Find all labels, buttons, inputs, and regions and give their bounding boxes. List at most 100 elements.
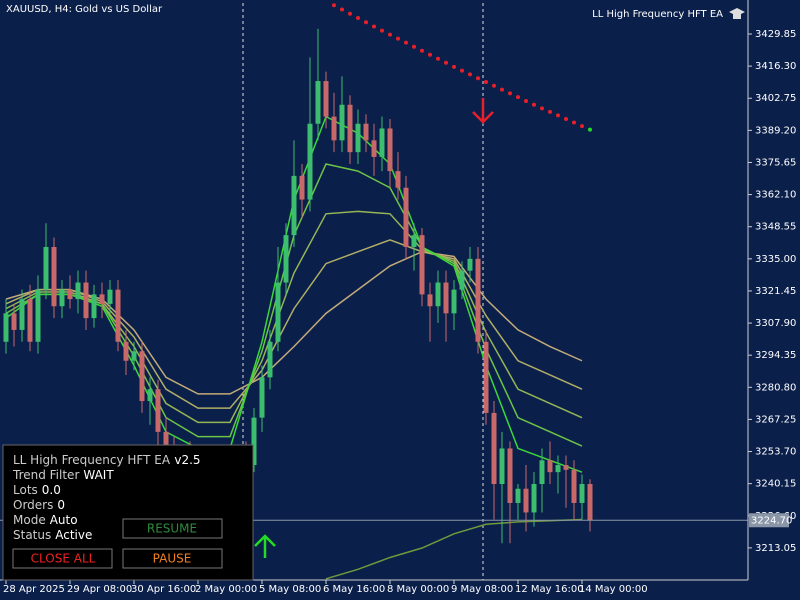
candle-body: [51, 246, 57, 307]
candle-body: [571, 469, 577, 503]
close-all-label[interactable]: CLOSE ALL: [31, 552, 96, 566]
candle-body: [355, 123, 361, 153]
y-tick-label: 3389.20: [755, 125, 796, 136]
candle-body: [267, 341, 273, 378]
y-tick-label: 3416.30: [755, 61, 796, 72]
ea-label: LL High Frequency HFT EA: [592, 9, 723, 20]
signal-dot: [492, 83, 496, 88]
candle-body: [379, 128, 385, 157]
candle-body: [523, 488, 529, 513]
candle-body: [443, 282, 449, 314]
y-tick-label: 3213.05: [755, 543, 796, 554]
panel-row-label: Mode: [13, 513, 46, 527]
candle-body: [467, 258, 473, 271]
candle-body: [451, 289, 457, 314]
panel-row-value: WAIT: [83, 468, 114, 482]
panel-row: Orders 0: [13, 498, 65, 512]
x-tick-label: 6 May 16:00: [323, 584, 385, 595]
candle-body: [59, 289, 65, 307]
candle-body: [107, 289, 113, 304]
candle-body: [531, 484, 537, 513]
signal-dot: [580, 124, 584, 129]
candle-body: [275, 282, 281, 342]
candle-body: [371, 140, 377, 157]
signal-dot: [396, 36, 400, 41]
panel-row: Status Active: [13, 528, 92, 542]
x-tick-label: 8 May 00:00: [387, 584, 449, 595]
candle-body: [251, 417, 257, 466]
candle-body: [283, 235, 289, 283]
candle-body: [347, 104, 353, 153]
signal-dot: [372, 24, 376, 29]
signal-dot: [356, 16, 360, 21]
y-tick-label: 3321.45: [755, 286, 796, 297]
candle-body: [19, 299, 25, 330]
y-tick-label: 3294.35: [755, 350, 796, 361]
candle-body: [363, 123, 369, 141]
ea-icon: [729, 8, 745, 19]
close-all-button[interactable]: [12, 548, 113, 569]
x-tick-label: 9 May 08:00: [451, 584, 513, 595]
signal-dot: [500, 87, 504, 92]
candle-body: [427, 294, 433, 307]
y-tick-label: 3280.80: [755, 382, 796, 393]
candle-body: [411, 235, 417, 247]
candle-body: [147, 389, 153, 402]
signal-dot: [588, 127, 592, 132]
y-tick-label: 3307.90: [755, 318, 796, 329]
signal-dot: [524, 98, 528, 103]
signal-dot: [476, 76, 480, 81]
panel-row-label: Lots: [13, 483, 38, 497]
candle-body: [123, 341, 129, 361]
x-tick-label: 5 May 08:00: [259, 584, 321, 595]
candle-body: [475, 258, 481, 342]
signal-dot: [508, 91, 512, 96]
signal-dot: [412, 44, 416, 49]
candle-body: [547, 460, 553, 473]
candle-body: [291, 175, 297, 236]
candle-body: [259, 377, 265, 418]
signal-dot: [404, 40, 408, 45]
signal-dot: [548, 109, 552, 114]
candle-body: [435, 282, 441, 307]
pause-button[interactable]: [122, 548, 223, 569]
signal-dot: [380, 28, 384, 33]
candle-body: [75, 282, 81, 300]
pause-label[interactable]: PAUSE: [153, 552, 192, 566]
panel-title: LL High Frequency HFT EA v2.5: [13, 453, 201, 467]
x-tick-label: 29 Apr 08:00: [67, 584, 132, 595]
candle-body: [587, 484, 593, 521]
signal-dot: [516, 95, 520, 100]
candle-body: [27, 299, 33, 342]
signal-dot: [540, 106, 544, 111]
signal-dot: [572, 120, 576, 125]
candle-body: [507, 448, 513, 503]
candle-body: [91, 294, 97, 319]
y-tick-label: 3267.25: [755, 414, 796, 425]
resume-button[interactable]: [122, 518, 223, 539]
resume-label[interactable]: RESUME: [147, 522, 197, 536]
signal-dot: [364, 20, 368, 25]
candle-body: [539, 460, 545, 485]
panel-row-label: Trend Filter: [12, 468, 79, 482]
candle-body: [299, 175, 305, 200]
panel-row-value: Auto: [50, 513, 78, 527]
candle-body: [555, 465, 561, 473]
candle-body: [83, 282, 89, 319]
x-tick-label: 30 Apr 16:00: [131, 584, 196, 595]
candle-body: [331, 116, 337, 141]
candle-body: [323, 81, 329, 117]
signal-dot: [340, 7, 344, 12]
y-tick-label: 3402.75: [755, 93, 796, 104]
x-tick-label: 28 Apr 2025: [3, 584, 65, 595]
candle-body: [163, 431, 169, 449]
y-tick-label: 3429.85: [755, 29, 796, 40]
signal-dot: [348, 11, 352, 16]
y-tick-label: 3348.55: [755, 222, 796, 233]
candle-body: [491, 412, 497, 485]
panel-row-label: Orders: [13, 498, 53, 512]
ea-panel: LL High Frequency HFT EA v2.5 RESUME CLOS…: [2, 444, 254, 581]
candle-body: [99, 294, 105, 304]
panel-row: Mode Auto: [13, 513, 78, 527]
